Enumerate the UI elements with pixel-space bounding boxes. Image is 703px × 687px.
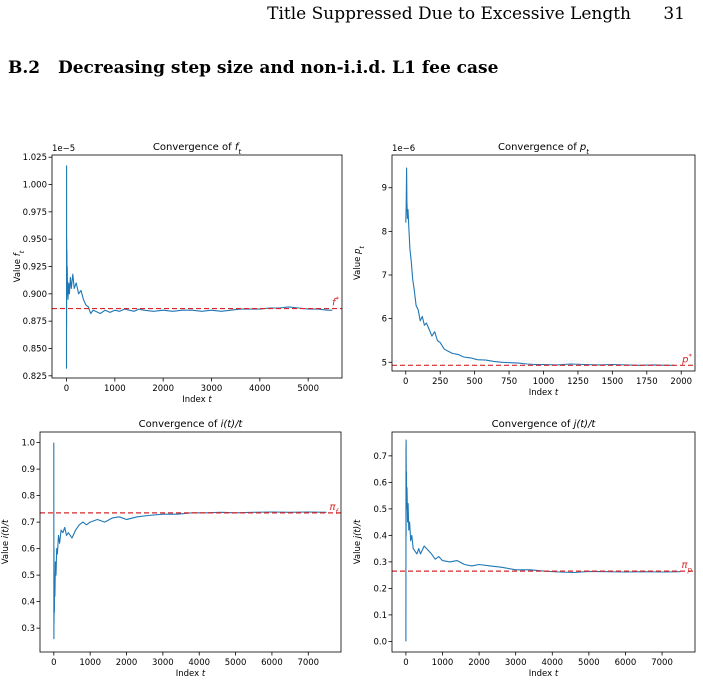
x-tick-label: 3000	[201, 384, 223, 394]
y-tick-label: 1.0	[21, 439, 35, 449]
chart-i: Convergence of i(t)/t 0 1000 2000 3000 4000 50…	[1, 419, 342, 679]
section-title: Decreasing step size and non-i.i.d. L1 f…	[58, 58, 499, 78]
x-tick-label: 250	[432, 377, 448, 387]
y-tick-label: 0.8	[21, 492, 35, 502]
section-number: B.2	[8, 58, 41, 78]
y-tick-label: 0.7	[373, 452, 387, 462]
y-tick-label: 0.6	[21, 545, 35, 555]
y-tick-label: 0.900	[23, 290, 47, 300]
x-tick-label: 2000	[468, 658, 490, 668]
x-tick-label: 3000	[505, 658, 527, 668]
y-tick-label: 8	[382, 227, 387, 237]
series-line	[405, 167, 675, 366]
x-tick-label: 5000	[225, 658, 247, 668]
y-tick-label: 0.5	[21, 571, 35, 581]
x-tick-label: 0	[51, 658, 56, 668]
y-tick-label: 0.975	[23, 208, 47, 218]
y-tick-label: 0.950	[23, 235, 47, 245]
x-tick-label: 1000	[104, 384, 126, 394]
x-tick-label: 6000	[615, 658, 637, 668]
x-axis-label: Index t	[176, 669, 206, 679]
y-axis-label: Value i(t)/t	[1, 519, 11, 564]
chart-p: Convergence of pt 1e−6 0 250 500 750 1000 1250 1…	[353, 142, 696, 398]
y-tick-label: 9	[382, 184, 387, 194]
y-tick-label: 0.6	[373, 478, 387, 488]
x-tick-label: 5000	[578, 658, 600, 668]
x-tick-label: 0	[64, 384, 69, 394]
series-line	[65, 165, 333, 369]
y-tick-label: 0.825	[23, 372, 47, 382]
y-tick-label: 6	[382, 315, 387, 325]
y-tick-label: 0.3	[21, 624, 35, 634]
y-tick-label: 0.925	[23, 263, 47, 273]
plot-frame	[39, 431, 342, 653]
chart-title: Convergence of j(t)/t	[492, 419, 597, 430]
y-tick-label: 0.875	[23, 317, 47, 327]
y-tick-label: 0.3	[373, 558, 387, 568]
y-tick-label: 1.000	[23, 181, 47, 191]
x-tick-label: 750	[501, 377, 517, 387]
x-tick-label: 1000	[533, 377, 555, 387]
x-axis-label: Index t	[529, 388, 559, 398]
x-tick-label: 4000	[541, 658, 563, 668]
y-tick-label: 0.1	[373, 611, 387, 621]
chart-title: Convergence of i(t)/t	[139, 419, 244, 430]
y-tick-label: 0.4	[21, 598, 35, 608]
y-tick-label: 0.2	[373, 584, 387, 594]
y-axis-label: Value j(t)/t	[353, 519, 363, 564]
axis-offset-text: 1e−6	[392, 144, 415, 154]
x-tick-label: 0	[403, 377, 408, 387]
reference-label: f*	[332, 296, 340, 309]
x-tick-label: 6000	[261, 658, 283, 668]
y-axis-label: Value ft	[13, 250, 26, 282]
y-tick-label: 0.850	[23, 344, 47, 354]
x-tick-label: 0	[403, 658, 408, 668]
y-tick-label: 0.7	[21, 518, 35, 528]
y-tick-label: 0.4	[373, 531, 387, 541]
x-tick-label: 7000	[297, 658, 319, 668]
reference-label: πp	[682, 560, 693, 574]
x-tick-label: 1000	[432, 658, 454, 668]
y-tick-label: 7	[382, 271, 387, 281]
page-header: Title Suppressed Due to Excessive Length…	[0, 4, 703, 28]
x-tick-label: 2000	[670, 377, 692, 387]
x-tick-label: 5000	[297, 384, 319, 394]
chart-f: Convergence of ft 1e−5 0 1000 2000 3000 4000 50…	[13, 142, 343, 405]
axis-offset-text: 1e−5	[52, 144, 75, 154]
series-line	[53, 442, 327, 640]
x-axis-label: Index t	[182, 395, 212, 405]
y-axis-label: Value pt	[353, 246, 366, 280]
x-tick-label: 7000	[651, 658, 673, 668]
x-tick-label: 2000	[152, 384, 174, 394]
y-tick-label: 0.0	[373, 637, 387, 647]
running-title: Title Suppressed Due to Excessive Length	[267, 4, 631, 24]
section-heading: B.2 Decreasing step size and non-i.i.d. L…	[8, 58, 498, 78]
plot-frame	[51, 154, 343, 379]
x-tick-label: 3000	[152, 658, 174, 668]
plot-frame	[391, 154, 696, 372]
x-tick-label: 1750	[636, 377, 658, 387]
x-tick-label: 500	[467, 377, 483, 387]
chart-j: Convergence of j(t)/t 0 1000 2000 3000 4000 50…	[353, 419, 696, 679]
chart-title: Convergence of ft	[153, 142, 241, 156]
y-tick-label: 5	[382, 358, 387, 368]
x-tick-label: 4000	[249, 384, 271, 394]
reference-label: πf	[330, 502, 340, 516]
x-tick-label: 2000	[116, 658, 138, 668]
y-tick-label: 1.025	[23, 153, 47, 163]
y-tick-label: 0.9	[21, 465, 35, 475]
reference-label: p*	[681, 352, 692, 365]
series-line	[405, 439, 681, 642]
x-tick-label: 1500	[602, 377, 624, 387]
page-number: 31	[663, 4, 685, 24]
x-tick-label: 1250	[567, 377, 589, 387]
chart-title: Convergence of pt	[498, 142, 589, 156]
x-tick-label: 4000	[188, 658, 210, 668]
x-axis-label: Index t	[529, 669, 559, 679]
x-tick-label: 1000	[79, 658, 101, 668]
plot-frame	[391, 431, 696, 653]
y-tick-label: 0.5	[373, 505, 387, 515]
